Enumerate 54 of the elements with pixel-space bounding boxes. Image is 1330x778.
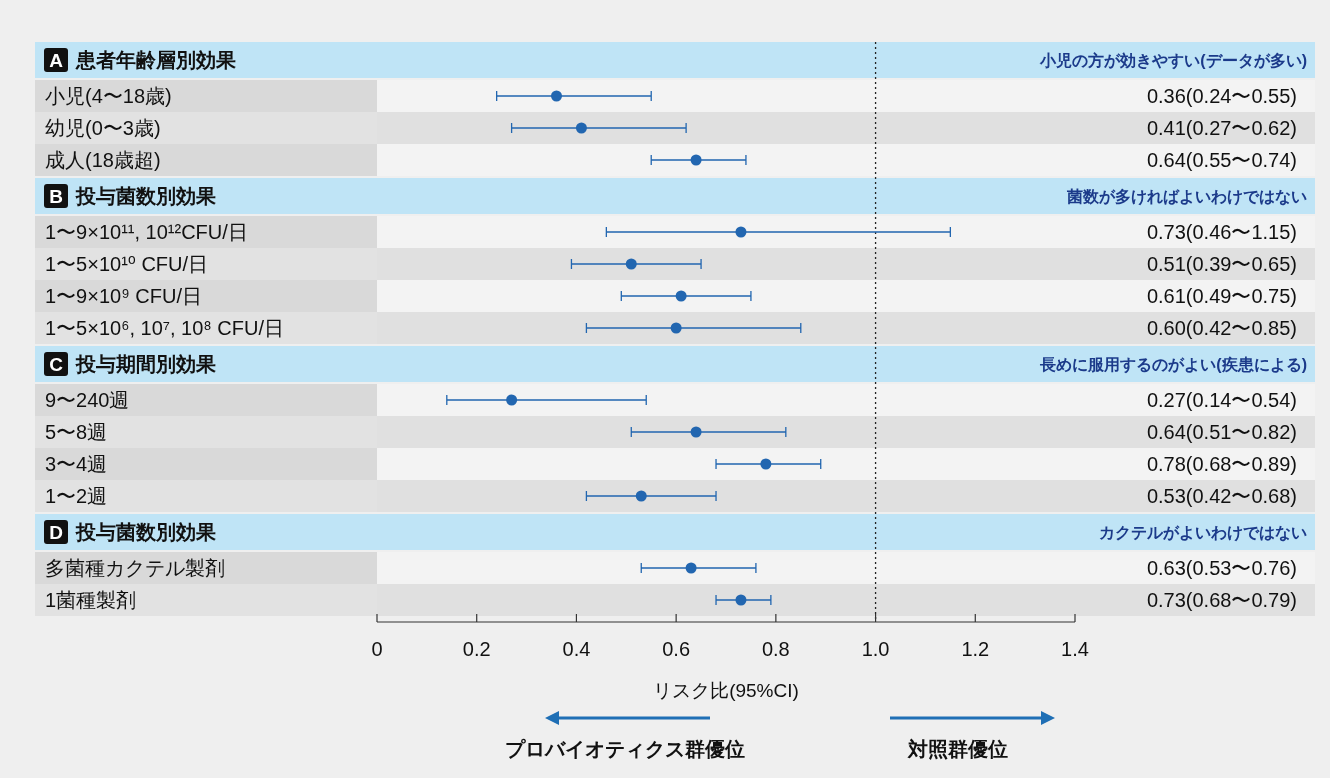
data-label: 0.73(0.68〜0.79) — [1146, 589, 1297, 611]
y-tick-label: B 投与菌数別効果 — [49, 185, 217, 207]
x-tick-label: 0.6 — [662, 638, 691, 660]
y-tick-label: A 患者年齢層別効果 — [49, 49, 237, 71]
data-label: 0.36(0.24〜0.55) — [1146, 85, 1297, 107]
data-label: 0.64(0.51〜0.82) — [1146, 421, 1297, 443]
data-label: 0.53(0.42〜0.68) — [1146, 485, 1297, 507]
x-tick-label: 1.2 — [961, 638, 990, 660]
data-label: 0.78(0.68〜0.89) — [1146, 453, 1297, 475]
data-label: 0.51(0.39〜0.65) — [1146, 253, 1297, 275]
data-label: 0.60(0.42〜0.85) — [1146, 317, 1297, 339]
text: プロバイオティクス群優位 — [505, 738, 745, 760]
text: 対照群優位 — [907, 738, 1008, 760]
data-label: 0.27(0.14〜0.54) — [1146, 389, 1297, 411]
data-label: 0.63(0.53〜0.76) — [1146, 557, 1297, 579]
y-tick-label: 1菌種製剤 — [45, 589, 137, 611]
data-label: 0.73(0.46〜1.15) — [1146, 221, 1297, 243]
x-tick-label: 0.8 — [761, 638, 790, 660]
text: カクテルがよいわけではない — [1099, 524, 1307, 542]
annotation: 長めに服用するのがよい(疾患による) — [1039, 356, 1307, 374]
x-tick-label: 0.2 — [462, 638, 491, 660]
x-tick-label: 0 — [371, 638, 383, 660]
y-tick-label: 5〜8週 — [45, 421, 108, 443]
data-label: 0.61(0.49〜0.75) — [1146, 285, 1297, 307]
y-tick-label: 幼児(0〜3歳) — [45, 117, 161, 139]
x-tick-label: 1.0 — [861, 638, 890, 660]
point — [550, 90, 562, 102]
y-tick-label: 1〜9×10⁹ CFU/日 — [45, 285, 202, 307]
point — [625, 258, 637, 270]
y-tick-label: 9〜240週 — [45, 389, 130, 411]
y-tick-label: C 投与期間別効果 — [49, 353, 217, 375]
point — [760, 458, 772, 470]
data-label: 0.64(0.55〜0.74) — [1146, 149, 1297, 171]
y-tick-label: 1〜9×10¹¹, 10¹²CFU/日 — [45, 221, 248, 243]
y-tick-label: 多菌種カクテル製剤 — [45, 557, 225, 579]
y-tick-label: 1〜5×10⁶, 10⁷, 10⁸ CFU/日 — [45, 317, 285, 339]
y-tick-label: D 投与菌数別効果 — [49, 521, 217, 543]
y-tick-label: 1〜5×10¹⁰ CFU/日 — [45, 253, 209, 275]
point — [735, 594, 747, 606]
point — [575, 122, 587, 134]
y-tick-label: 小児(4〜18歳) — [45, 85, 172, 107]
annotation: 菌数が多ければよいわけではない — [1066, 188, 1307, 206]
point — [690, 154, 702, 166]
x-tick-label: 0.4 — [562, 638, 591, 660]
point — [690, 426, 702, 438]
data-label: 0.41(0.27〜0.62) — [1146, 117, 1297, 139]
point — [685, 562, 697, 574]
y-tick-label: 成人(18歳超) — [45, 149, 161, 171]
y-tick-label: 3〜4週 — [45, 453, 108, 475]
x-axis-title: リスク比(95%CI) — [653, 680, 799, 701]
x-tick-label: 1.4 — [1061, 638, 1089, 660]
annotation: 小児の方が効きやすい(データが多い) — [1039, 51, 1307, 70]
y-tick-label: 1〜2週 — [45, 485, 108, 507]
point — [675, 290, 687, 302]
